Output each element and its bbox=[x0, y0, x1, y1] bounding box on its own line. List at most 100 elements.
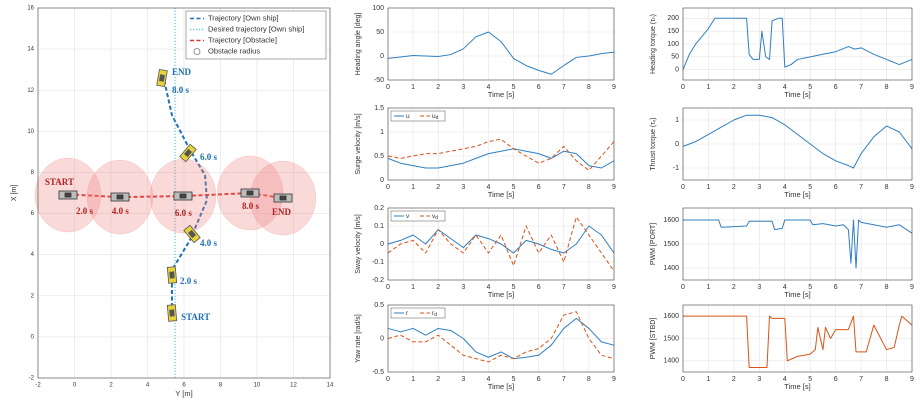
x-tick-label: 1 bbox=[411, 376, 415, 383]
x-tick-label: 7 bbox=[859, 376, 863, 383]
x-tick-label: 1 bbox=[706, 184, 710, 191]
x-tick-label: 7 bbox=[562, 84, 566, 91]
x-tick-label: 1 bbox=[706, 376, 710, 383]
legend-subscript: d bbox=[435, 215, 438, 221]
x-tick-label: 6 bbox=[182, 383, 186, 389]
y-tick-label: 1 bbox=[380, 129, 384, 136]
x-tick-label: 2 bbox=[732, 184, 736, 191]
plot-border bbox=[682, 107, 913, 181]
x-tick-label: 9 bbox=[612, 184, 616, 191]
series-line bbox=[387, 148, 615, 169]
x-tick-label: 9 bbox=[910, 184, 914, 191]
own-ship-icon bbox=[156, 68, 168, 88]
x-tick-label: 12 bbox=[290, 383, 297, 389]
y-tick-label: 150 bbox=[667, 28, 679, 35]
y-tick-label: 0 bbox=[380, 241, 384, 248]
y-tick-label: -1 bbox=[673, 165, 679, 172]
y-axis-label: Yaw rate [rad/s] bbox=[355, 314, 362, 363]
x-axis-label: Time [s] bbox=[784, 190, 810, 199]
x-tick-label: 7 bbox=[859, 184, 863, 191]
annotation: 6.0 s bbox=[200, 152, 218, 162]
ship-icons bbox=[58, 68, 293, 322]
series-line bbox=[387, 311, 615, 363]
y-tick-label: 6 bbox=[31, 211, 35, 217]
annotation: END bbox=[272, 207, 292, 217]
y-tick-label: 1600 bbox=[663, 313, 679, 320]
y-tick-label: 0 bbox=[675, 67, 679, 74]
x-tick-label: 5 bbox=[512, 84, 516, 91]
x-tick-label: 1 bbox=[411, 184, 415, 191]
legend-subscript: d bbox=[434, 312, 437, 318]
y-tick-label: 12 bbox=[27, 88, 34, 94]
series-line bbox=[682, 17, 913, 70]
x-tick-label: 2 bbox=[436, 284, 440, 291]
y-tick-label: -50 bbox=[374, 77, 384, 84]
chart: 0 1 2 3 4 5 6 7 8 9 0 0.5 1 1.5 Time [s] Surge velocity… bbox=[355, 105, 616, 199]
y-tick-label: 14 bbox=[27, 47, 34, 53]
legend-label: Desired trajectory [Own ship] bbox=[208, 24, 304, 33]
x-axis-label: Y [m] bbox=[175, 389, 192, 398]
x-tick-label: 1 bbox=[411, 84, 415, 91]
y-tick-label: 8 bbox=[31, 170, 35, 176]
series-line bbox=[387, 216, 615, 272]
x-tick-label: 8 bbox=[587, 184, 591, 191]
x-tick-label: 2 bbox=[732, 376, 736, 383]
annotation: 2.0 s bbox=[180, 276, 198, 286]
x-tick-label: 6 bbox=[537, 284, 541, 291]
x-tick-label: 4 bbox=[783, 84, 787, 91]
x-tick-label: 2 bbox=[436, 84, 440, 91]
plot-border bbox=[682, 304, 913, 373]
y-tick-label: -0.5 bbox=[372, 369, 384, 376]
legend-label: Obstacle radius bbox=[208, 46, 260, 55]
legend-box bbox=[390, 210, 446, 222]
x-tick-label: 3 bbox=[461, 184, 465, 191]
series-line bbox=[387, 317, 615, 360]
plot-border bbox=[387, 207, 615, 281]
x-tick-label: 7 bbox=[859, 84, 863, 91]
x-tick-label: 8 bbox=[885, 184, 889, 191]
legend-box bbox=[390, 110, 446, 122]
y-tick-label: 0 bbox=[675, 141, 679, 148]
x-tick-label: 3 bbox=[757, 284, 761, 291]
x-tick-label: 1 bbox=[706, 284, 710, 291]
annotation: 2.0 s bbox=[76, 206, 94, 216]
plot-border bbox=[682, 7, 913, 81]
x-tick-label: 8 bbox=[587, 284, 591, 291]
x-tick-label: 4 bbox=[783, 284, 787, 291]
y-tick-label: 1600 bbox=[663, 217, 679, 224]
x-axis-label: Time [s] bbox=[488, 382, 514, 391]
legend-name: u bbox=[432, 113, 436, 120]
annotation: 8.0 s bbox=[242, 201, 260, 211]
legend-label: vd bbox=[432, 213, 438, 222]
annotation: END bbox=[172, 67, 192, 77]
x-tick-label: 9 bbox=[612, 376, 616, 383]
x-tick-label: 1 bbox=[411, 284, 415, 291]
x-tick-label: 8 bbox=[219, 383, 223, 389]
plot-border bbox=[387, 7, 615, 81]
obstacle-icon bbox=[173, 191, 193, 201]
series-line bbox=[162, 74, 208, 321]
obstacle-icon bbox=[240, 188, 260, 198]
legend-name: v bbox=[406, 213, 410, 220]
series-line bbox=[387, 31, 615, 75]
own-ship-icon bbox=[183, 224, 201, 244]
x-tick-label: 5 bbox=[808, 84, 812, 91]
x-tick-label: 8 bbox=[885, 376, 889, 383]
y-axis-label: Surge velocity [m/s] bbox=[355, 113, 362, 174]
y-tick-label: 1400 bbox=[663, 265, 679, 272]
x-tick-label: 6 bbox=[537, 84, 541, 91]
x-tick-label: 3 bbox=[757, 376, 761, 383]
x-axis-label: Time [s] bbox=[488, 190, 514, 199]
y-tick-label: 0 bbox=[380, 53, 384, 60]
legend-label: u bbox=[406, 113, 410, 120]
x-tick-label: 6 bbox=[834, 376, 838, 383]
y-tick-label: 50 bbox=[376, 29, 384, 36]
annotation: 8.0 s bbox=[172, 85, 190, 95]
legend-name: r bbox=[406, 310, 409, 317]
x-tick-label: 7 bbox=[562, 184, 566, 191]
y-axis-label: X [m] bbox=[11, 185, 18, 201]
